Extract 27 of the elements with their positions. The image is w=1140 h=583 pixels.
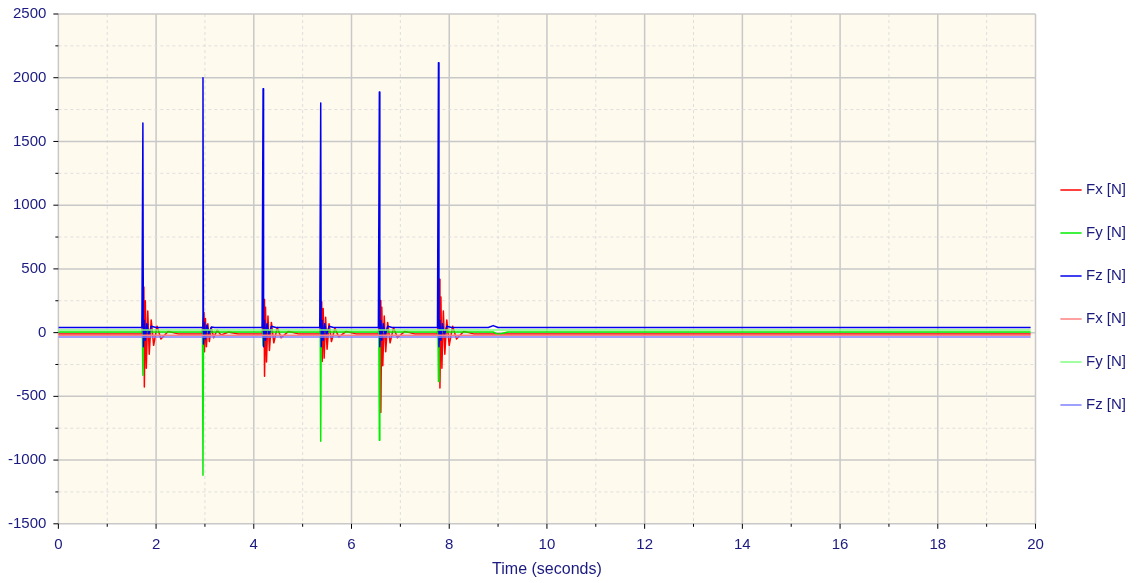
y-tick-label: -500: [16, 386, 47, 404]
x-tick-label: 18: [929, 534, 947, 552]
y-tick-label: 1000: [12, 195, 47, 213]
x-tick-label: 20: [1027, 534, 1044, 552]
y-tick-label: -1500: [7, 513, 47, 531]
y-tick-label: 500: [21, 259, 47, 277]
x-tick-label: 4: [249, 534, 258, 552]
legend-label: Fz [N]: [1086, 395, 1126, 413]
x-tick-label: 6: [347, 534, 356, 552]
legend-label: Fy [N]: [1086, 223, 1126, 241]
legend-label: Fy [N]: [1086, 352, 1126, 370]
y-tick-label: 2500: [12, 4, 47, 22]
y-tick-label: 0: [38, 322, 47, 340]
legend-label: Fx [N]: [1086, 309, 1126, 327]
x-tick-label: 8: [445, 534, 454, 552]
x-tick-label: 10: [538, 534, 556, 552]
y-tick-label: 1500: [12, 131, 47, 149]
legend-label: Fz [N]: [1086, 266, 1126, 284]
legend-label: Fx [N]: [1086, 180, 1126, 198]
x-axis-title: Time (seconds): [492, 559, 602, 577]
x-tick-label: 0: [54, 534, 63, 552]
y-tick-label: 2000: [12, 67, 47, 85]
x-tick-label: 12: [636, 534, 653, 552]
x-tick-label: 2: [151, 534, 161, 552]
y-tick-label: -1000: [7, 450, 47, 468]
x-tick-label: 14: [734, 534, 751, 552]
x-tick-label: 16: [831, 534, 849, 552]
